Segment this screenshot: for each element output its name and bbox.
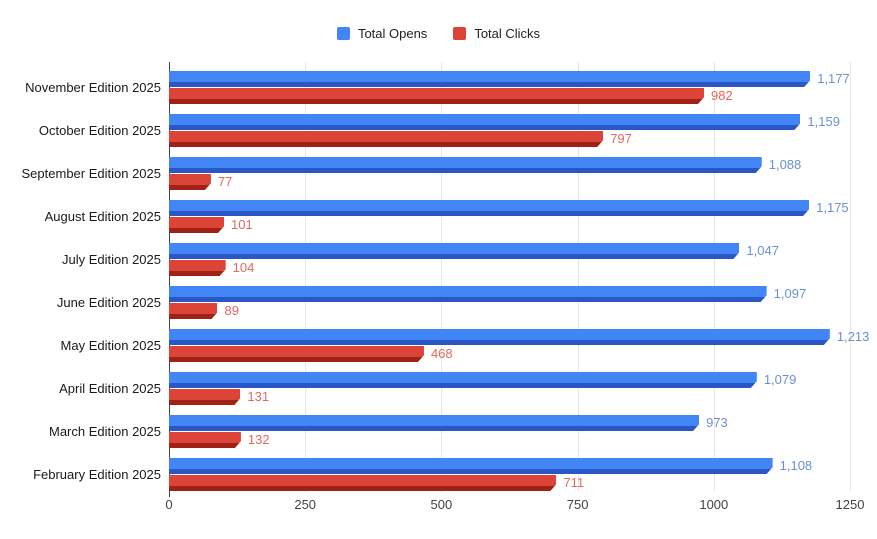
- gridline: [577, 62, 579, 492]
- opens-value-label: 1,088: [768, 157, 802, 172]
- clicks-bar[interactable]: [169, 217, 224, 233]
- opens-value-label: 1,047: [746, 243, 779, 258]
- legend-swatch-clicks-icon: [453, 27, 467, 40]
- opens-value-label: 1,159: [807, 114, 840, 129]
- category-label: October Edition 2025: [38, 123, 161, 138]
- plot-area: 1,177 982 1,159 797 1,088 77 1,175 101 1,047 104 1…: [169, 62, 869, 497]
- y-axis-line: [169, 62, 170, 497]
- x-tick-label: 250: [294, 497, 317, 512]
- category-label: November Edition 2025: [25, 80, 161, 95]
- opens-bar[interactable]: [169, 243, 739, 259]
- x-tick-label: 1250: [835, 497, 865, 512]
- x-tick-label: 500: [430, 497, 453, 512]
- clicks-value-label: 132: [247, 432, 270, 447]
- clicks-value-label: 131: [247, 389, 270, 404]
- opens-bar[interactable]: [169, 458, 773, 474]
- opens-bar[interactable]: [169, 200, 809, 216]
- clicks-value-label: 101: [231, 217, 253, 232]
- legend-item-total-opens[interactable]: Total Opens: [336, 26, 428, 41]
- gridline: [305, 62, 307, 492]
- clicks-value-label: 797: [610, 131, 632, 146]
- gridline: [441, 62, 443, 492]
- opens-bar[interactable]: [169, 415, 699, 431]
- opens-value-label: 1,175: [816, 200, 849, 215]
- clicks-bar[interactable]: [169, 260, 226, 276]
- opens-bar[interactable]: [169, 372, 757, 388]
- opens-value-label: 1,079: [763, 372, 797, 387]
- clicks-bar[interactable]: [169, 346, 424, 362]
- opens-bar[interactable]: [169, 114, 800, 130]
- legend-label-opens: Total Opens: [357, 26, 428, 41]
- opens-value-label: 973: [706, 415, 728, 430]
- opens-value-label: 1,177: [817, 71, 850, 86]
- clicks-bar[interactable]: [169, 174, 211, 190]
- clicks-bar[interactable]: [169, 88, 704, 104]
- x-tick-label: 0: [165, 497, 173, 512]
- clicks-bar[interactable]: [169, 131, 603, 147]
- legend-label-clicks: Total Clicks: [474, 26, 541, 41]
- clicks-bar[interactable]: [169, 432, 241, 448]
- opens-value-label: 1,097: [773, 286, 807, 301]
- category-label: May Edition 2025: [60, 338, 161, 353]
- clicks-value-label: 468: [430, 346, 453, 361]
- clicks-bar[interactable]: [169, 475, 556, 491]
- category-label: August Edition 2025: [44, 209, 161, 224]
- category-label: July Edition 2025: [61, 252, 161, 267]
- category-label: March Edition 2025: [48, 424, 161, 439]
- legend: Total Opens Total Clicks: [0, 26, 877, 41]
- gridline: [713, 62, 715, 492]
- clicks-value-label: 711: [563, 475, 585, 490]
- clicks-bar[interactable]: [169, 303, 217, 319]
- opens-value-label: 1,213: [836, 329, 870, 344]
- x-axis: 0 250 500 750 1000 1250: [165, 497, 869, 514]
- x-tick-label: 1000: [699, 497, 729, 512]
- x-tick-label: 750: [566, 497, 589, 512]
- category-label: February Edition 2025: [33, 467, 161, 482]
- clicks-value-label: 89: [224, 303, 239, 318]
- gridline: [850, 62, 851, 492]
- clicks-value-label: 982: [710, 88, 733, 103]
- category-axis: November Edition 2025 October Edition 202…: [0, 62, 161, 492]
- legend-swatch-opens-icon: [336, 27, 350, 40]
- legend-item-total-clicks[interactable]: Total Clicks: [453, 26, 540, 41]
- clicks-value-label: 77: [217, 174, 233, 189]
- opens-value-label: 1,108: [779, 458, 813, 473]
- opens-bar[interactable]: [169, 329, 830, 345]
- clicks-value-label: 104: [232, 260, 255, 275]
- opens-bar[interactable]: [169, 286, 767, 302]
- category-label: April Edition 2025: [59, 381, 161, 396]
- clicks-bar[interactable]: [169, 389, 240, 405]
- opens-bar[interactable]: [169, 157, 762, 173]
- category-label: June Edition 2025: [56, 295, 161, 310]
- opens-bar[interactable]: [169, 71, 810, 87]
- category-label: September Edition 2025: [21, 166, 161, 181]
